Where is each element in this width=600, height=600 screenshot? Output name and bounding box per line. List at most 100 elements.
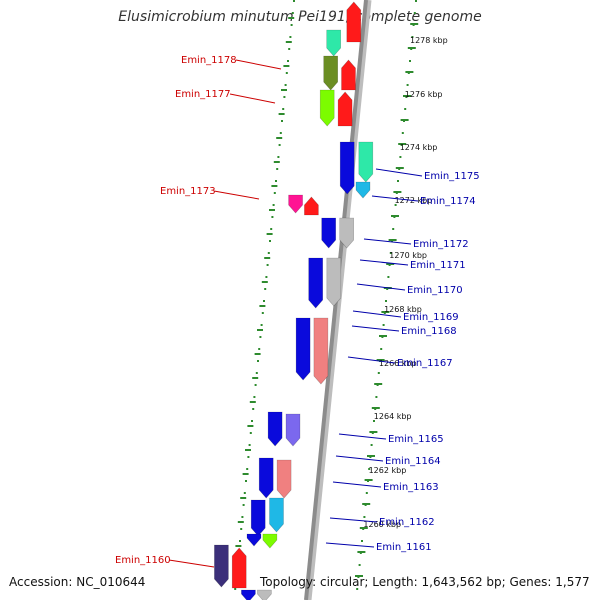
forward-gene-arrow: [337, 91, 353, 127]
inner-tick-dot: [266, 264, 269, 266]
inner-tick-dot: [270, 228, 273, 230]
outer-tick-dot: [413, 12, 416, 14]
outer-tick-dot: [365, 492, 368, 494]
position-label: 1274 kbp: [400, 143, 438, 152]
reverse-gene-label: Emin_1167: [397, 358, 453, 369]
forward-gene-arrow: [346, 1, 362, 43]
outer-tick-dot: [382, 324, 385, 326]
inner-tick-dot: [279, 132, 282, 134]
inner-tick-dot: [241, 516, 244, 518]
inner-tick-dot: [288, 48, 291, 50]
inner-tick-dot: [272, 204, 275, 206]
reverse-gene-label: Emin_1174: [420, 196, 476, 207]
outer-tick-dot: [368, 468, 371, 470]
inner-tick-dot: [281, 120, 283, 122]
outer-tick-dot: [361, 540, 363, 542]
inner-tick-dot: [249, 432, 252, 434]
reverse-gene-arrow: [258, 457, 274, 499]
outer-tick-dot: [394, 204, 397, 206]
reverse-label-leader: [329, 517, 378, 523]
inner-tick-dot: [246, 468, 249, 470]
reverse-label-leader: [351, 325, 400, 332]
inner-tick-dot: [239, 540, 241, 542]
outer-tick-dot: [401, 132, 404, 134]
reverse-label-leader: [335, 455, 384, 462]
outer-tick-dot: [397, 180, 399, 182]
position-label: 1262 kbp: [369, 466, 407, 475]
reverse-label-leader: [375, 168, 423, 177]
outer-tick-dot: [409, 60, 411, 62]
forward-label-leader: [213, 190, 260, 200]
reverse-gene-label: Emin_1165: [388, 434, 444, 445]
cog-block: [326, 29, 341, 57]
inner-tick-dot: [245, 480, 247, 482]
inner-tick-dot: [253, 396, 256, 398]
outer-tick-dot: [370, 444, 373, 446]
forward-gene-label: Emin_1177: [175, 89, 231, 100]
forward-gene-label: Emin_1173: [160, 186, 216, 197]
inner-tick-dot: [243, 492, 246, 494]
inner-tick-dot: [269, 240, 271, 242]
cog-block: [358, 141, 374, 183]
inner-tick-dot: [252, 408, 255, 410]
cog-block: [214, 544, 229, 588]
inner-tick-dot: [277, 156, 280, 158]
reverse-gene-arrow: [321, 217, 336, 249]
cog-block: [262, 533, 278, 549]
inner-tick-dot: [282, 108, 285, 110]
outer-tick-dot: [411, 36, 414, 38]
forward-label-leader: [168, 559, 215, 568]
inner-tick-dot: [287, 60, 289, 62]
inner-tick-dot: [285, 72, 288, 74]
inner-tick-dot: [242, 504, 245, 506]
forward-gene-label: Emin_1178: [181, 55, 237, 66]
reverse-gene-label: Emin_1171: [410, 260, 466, 271]
reverse-gene-arrow: [241, 589, 256, 600]
forward-gene-arrow: [304, 196, 319, 216]
inner-tick-dot: [240, 528, 243, 530]
reverse-label-leader: [363, 238, 412, 245]
outer-tick-dot: [387, 276, 390, 278]
cog-block: [276, 459, 292, 499]
reverse-gene-label: Emin_1169: [403, 312, 459, 323]
inner-tick-dot: [254, 384, 257, 386]
cog-block: [285, 413, 301, 447]
inner-tick-dot: [290, 24, 293, 26]
inner-tick-dot: [293, 0, 295, 2]
accession-text: Accession: NC_010644: [9, 575, 146, 589]
inner-tick-dot: [248, 444, 251, 446]
position-label: 1276 kbp: [405, 90, 443, 99]
inner-tick-dot: [271, 216, 274, 218]
reverse-gene-arrow: [339, 141, 355, 195]
forward-label-leader: [229, 93, 276, 104]
inner-tick-dot: [255, 372, 258, 374]
outer-tick-dot: [399, 156, 402, 158]
inner-tick-dot: [263, 300, 265, 302]
inner-tick-dot: [247, 456, 250, 458]
inner-tick-dot: [260, 324, 263, 326]
position-label: 1260 kbp: [363, 520, 401, 529]
inner-tick-dot: [261, 312, 264, 314]
reverse-gene-label: Emin_1162: [379, 517, 435, 528]
forward-gene-label: Emin_1160: [115, 555, 171, 566]
position-label: 1268 kbp: [384, 305, 422, 314]
outer-tick-dot: [389, 252, 392, 254]
reverse-label-leader: [359, 259, 409, 266]
position-label: 1270 kbp: [389, 251, 427, 260]
cog-block: [339, 217, 354, 249]
genome-summary-text: Topology: circular; Length: 1,643,562 bp…: [260, 575, 590, 589]
genome-title: Elusimicrobium minutum Pei191, complete …: [118, 9, 482, 25]
reverse-gene-label: Emin_1163: [383, 482, 439, 493]
reverse-label-leader: [356, 283, 406, 291]
reverse-gene-arrow: [250, 499, 266, 537]
position-label: 1266 kbp: [379, 359, 417, 368]
reverse-gene-arrow: [295, 317, 311, 381]
inner-tick-dot: [273, 192, 276, 194]
cog-block: [257, 589, 272, 600]
outer-tick-dot: [375, 396, 378, 398]
position-label: 1264 kbp: [374, 412, 412, 421]
inner-tick-dot: [278, 144, 281, 146]
cog-block: [288, 194, 303, 214]
inner-tick-dot: [234, 588, 237, 590]
